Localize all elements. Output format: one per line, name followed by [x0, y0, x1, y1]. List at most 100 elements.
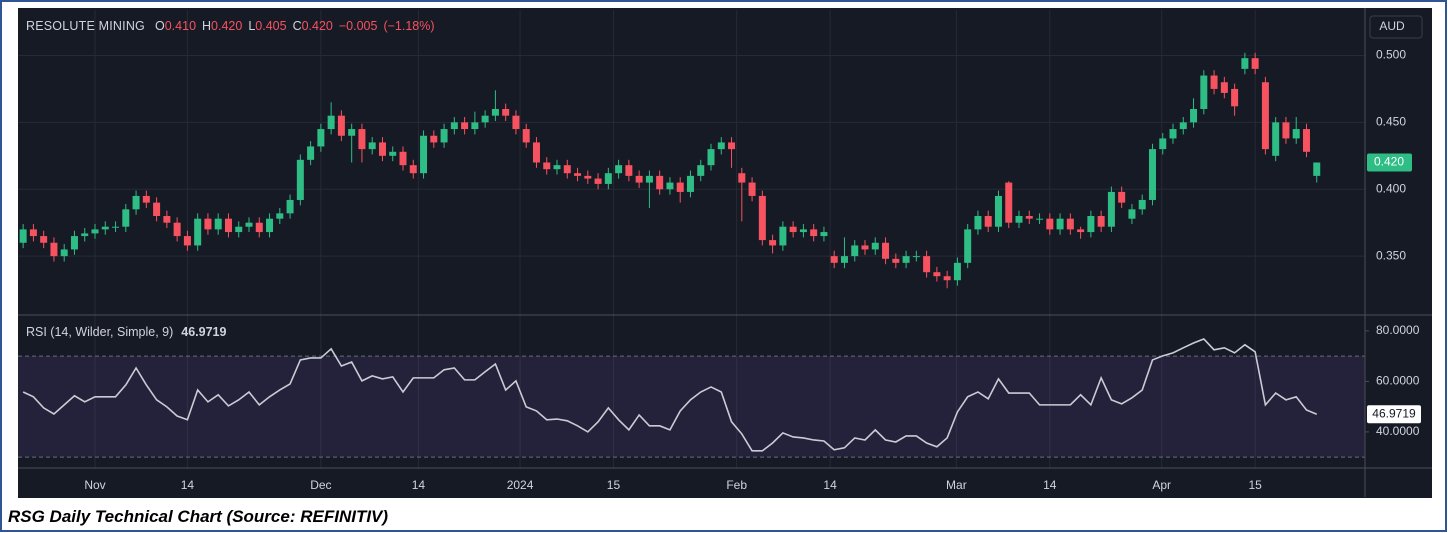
candle-body	[81, 233, 89, 237]
ohlc-letter: H	[202, 19, 212, 33]
x-tick-label: Feb	[726, 478, 747, 492]
candle-body	[1179, 122, 1187, 130]
last-price-badge	[1367, 153, 1412, 172]
candle-body	[943, 276, 951, 281]
candle-body	[337, 115, 345, 136]
ohlc-value: 0.420	[211, 19, 243, 33]
candle-body	[1077, 229, 1085, 233]
x-tick-label: Nov	[84, 478, 105, 492]
candle-body	[912, 256, 920, 258]
x-tick-label: Apr	[1152, 478, 1171, 492]
candle-body	[1220, 82, 1228, 93]
candle-body	[204, 218, 212, 230]
y-tick-label: 0.350	[1376, 248, 1406, 262]
candle-body	[840, 256, 848, 263]
chart-background	[18, 8, 1432, 498]
candle-body	[563, 165, 571, 174]
candle-body	[707, 149, 715, 166]
candle-body	[604, 173, 612, 184]
y-tick-label: 0.400	[1376, 181, 1406, 195]
candle-body	[933, 272, 941, 277]
candle-body	[686, 175, 694, 192]
candle-body	[183, 236, 191, 246]
candle-body	[553, 165, 561, 170]
candle-body	[1251, 58, 1259, 69]
candle-body	[820, 232, 828, 237]
ohlc-letter: O	[155, 19, 165, 33]
candle-body	[1097, 216, 1105, 227]
rsi-legend: RSI (14, Wilder, Simple, 9) 46.9719	[26, 325, 226, 339]
candle-body	[1313, 162, 1321, 176]
symbol-legend: RESOLUTE MINING O0.410 H0.420 L0.405 C0.420−…	[26, 19, 441, 33]
candle-body	[994, 195, 1002, 227]
candle-body	[348, 129, 356, 136]
candle-body	[245, 222, 253, 227]
candle-body	[758, 195, 766, 241]
candle-body	[194, 218, 202, 246]
candle-body	[738, 173, 746, 183]
symbol-name: RESOLUTE MINING	[26, 19, 145, 33]
candle-body	[810, 229, 818, 237]
x-tick-label: Dec	[310, 478, 331, 492]
x-tick-label: 15	[1248, 478, 1262, 492]
candle-body	[779, 226, 787, 246]
candle-body	[481, 115, 489, 123]
candle-body	[584, 175, 592, 179]
rsi-band	[18, 356, 1365, 458]
candle-body	[1056, 218, 1064, 230]
candle-body	[409, 165, 417, 174]
candle-body	[40, 236, 48, 243]
candle-body	[1107, 191, 1115, 227]
candle-body	[399, 151, 407, 166]
candle-body	[871, 242, 879, 250]
candle-body	[666, 182, 674, 190]
currency-box	[1369, 15, 1423, 39]
candle-body	[358, 129, 366, 150]
x-tick-label: 2024	[507, 478, 534, 492]
candle-body	[645, 175, 653, 183]
candle-body	[1210, 75, 1218, 89]
rsi-badge	[1367, 405, 1421, 424]
candle-body	[420, 135, 428, 174]
candle-body	[635, 175, 643, 183]
candle-body	[132, 195, 140, 210]
candle-body	[625, 165, 633, 176]
candle-body	[1159, 138, 1167, 150]
candle-body	[214, 218, 222, 230]
candle-body	[1169, 129, 1177, 139]
y-tick-label: 0.450	[1376, 115, 1406, 129]
candle-body	[368, 142, 376, 150]
rsi-value: 46.9719	[181, 325, 227, 339]
candle-body	[902, 256, 910, 263]
candle-body	[748, 182, 756, 196]
candle-body	[830, 256, 838, 263]
candle-body	[1118, 191, 1126, 203]
candle-body	[769, 240, 777, 246]
candle-body	[266, 218, 274, 233]
candle-body	[122, 209, 130, 227]
ohlc-value: 0.405	[255, 19, 287, 33]
candle-body	[799, 229, 807, 233]
candle-body	[1190, 108, 1198, 123]
y-tick-label: 60.0000	[1376, 374, 1420, 388]
candle-body	[656, 175, 664, 190]
candle-body	[615, 165, 623, 174]
candle-body	[50, 242, 58, 257]
candle-body	[19, 229, 27, 243]
candle-body	[974, 216, 982, 230]
last-price-label: 0.420	[1374, 155, 1404, 169]
candle-body	[717, 142, 725, 150]
candle-body	[1005, 182, 1013, 223]
candle-body	[697, 165, 705, 176]
rsi-title: RSI (14, Wilder, Simple, 9)	[26, 325, 174, 339]
candle-body	[1292, 129, 1300, 139]
candle-body	[512, 115, 520, 130]
candle-body	[163, 216, 171, 223]
caption: RSG Daily Technical Chart (Source: REFIN…	[8, 507, 389, 526]
y-tick-label: 40.0000	[1376, 424, 1420, 438]
candle-body	[1282, 122, 1290, 139]
candle-body	[882, 242, 890, 259]
candle-body	[984, 216, 992, 227]
